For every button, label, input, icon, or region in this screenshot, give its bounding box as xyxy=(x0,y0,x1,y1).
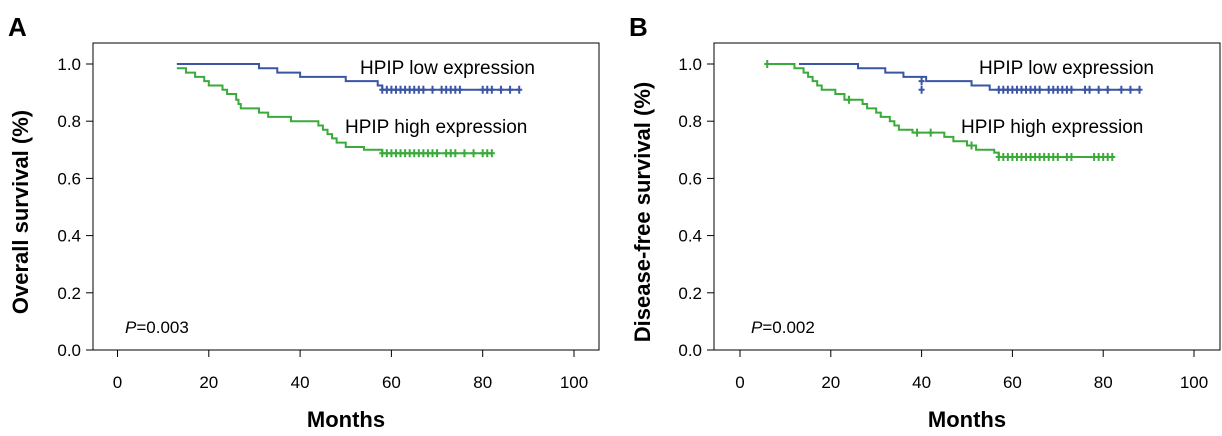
panel-b-y-tick-label: 0.0 xyxy=(678,341,702,360)
panel-b-x-tick-label: 60 xyxy=(1003,373,1022,392)
panel-a-label-high-expression: HPIP high expression xyxy=(345,117,527,138)
panel-a-x-tick-label: 0 xyxy=(113,373,122,392)
panel-b-y-tick-label: 0.2 xyxy=(678,284,702,303)
panel-b-y-tick-label: 1.0 xyxy=(678,55,702,74)
panel-a-x-tick-label: 80 xyxy=(473,373,492,392)
panel-b-x-tick-label: 100 xyxy=(1180,373,1208,392)
panel-b-y-tick-label: 0.8 xyxy=(678,112,702,131)
panel-b-p-value-number: =0.002 xyxy=(762,318,814,337)
panel-b-x-tick-label: 20 xyxy=(821,373,840,392)
panel-a-line-low-expression xyxy=(176,63,520,91)
panel-b-plot-frame xyxy=(713,42,1221,351)
panel-b-y-tick-label: 0.4 xyxy=(678,227,702,246)
panel-a-line-high-expression xyxy=(176,67,492,155)
panel-a-x-tick-label: 100 xyxy=(560,373,588,392)
panel-a-y-tick-label: 0.4 xyxy=(57,227,81,246)
panel-b-x-tick-label: 0 xyxy=(735,373,744,392)
panel-a-plot-frame xyxy=(92,42,600,351)
panel-b-label-low-expression: HPIP low expression xyxy=(979,58,1154,79)
panel-b-label-high-expression: HPIP high expression xyxy=(961,117,1143,138)
panel-b-x-axis-title: Months xyxy=(928,407,1006,432)
panel-a-p-value-number: =0.003 xyxy=(136,318,188,337)
panel-b-x-tick-label: 40 xyxy=(912,373,931,392)
panel-b-line-high-expression xyxy=(767,63,1113,158)
panel-a-p-value: P=0.003 xyxy=(125,318,189,337)
panel-b-line-low-expression xyxy=(799,63,1140,91)
panel-b-y-tick-label: 0.6 xyxy=(678,169,702,188)
panel-a-y-tick-label: 0.8 xyxy=(57,112,81,131)
panel-a-x-tick-label: 20 xyxy=(199,373,218,392)
panel-a-x-tick-label: 40 xyxy=(291,373,310,392)
panel-b-letter: B xyxy=(629,12,648,42)
panel-a-y-tick-label: 1.0 xyxy=(57,55,81,74)
panel-a-y-tick-label: 0.6 xyxy=(57,169,81,188)
panel-a-y-axis-title: Overall survival (%) xyxy=(8,110,33,314)
panel-a-p-value-symbol: P xyxy=(125,318,137,337)
panel-b-p-value-symbol: P xyxy=(751,318,763,337)
panel-a-x-axis-title: Months xyxy=(307,407,385,432)
panel-a-letter: A xyxy=(8,12,27,42)
panel-a-y-tick-label: 0.0 xyxy=(57,341,81,360)
panel-a-label-low-expression: HPIP low expression xyxy=(360,58,535,79)
panel-b-p-value: P=0.002 xyxy=(751,318,815,337)
panel-b-x-tick-label: 80 xyxy=(1094,373,1113,392)
panel-a-x-tick-label: 60 xyxy=(382,373,401,392)
panel-b-y-axis-title: Disease-free survival (%) xyxy=(630,82,655,342)
panel-a-y-tick-label: 0.2 xyxy=(57,284,81,303)
